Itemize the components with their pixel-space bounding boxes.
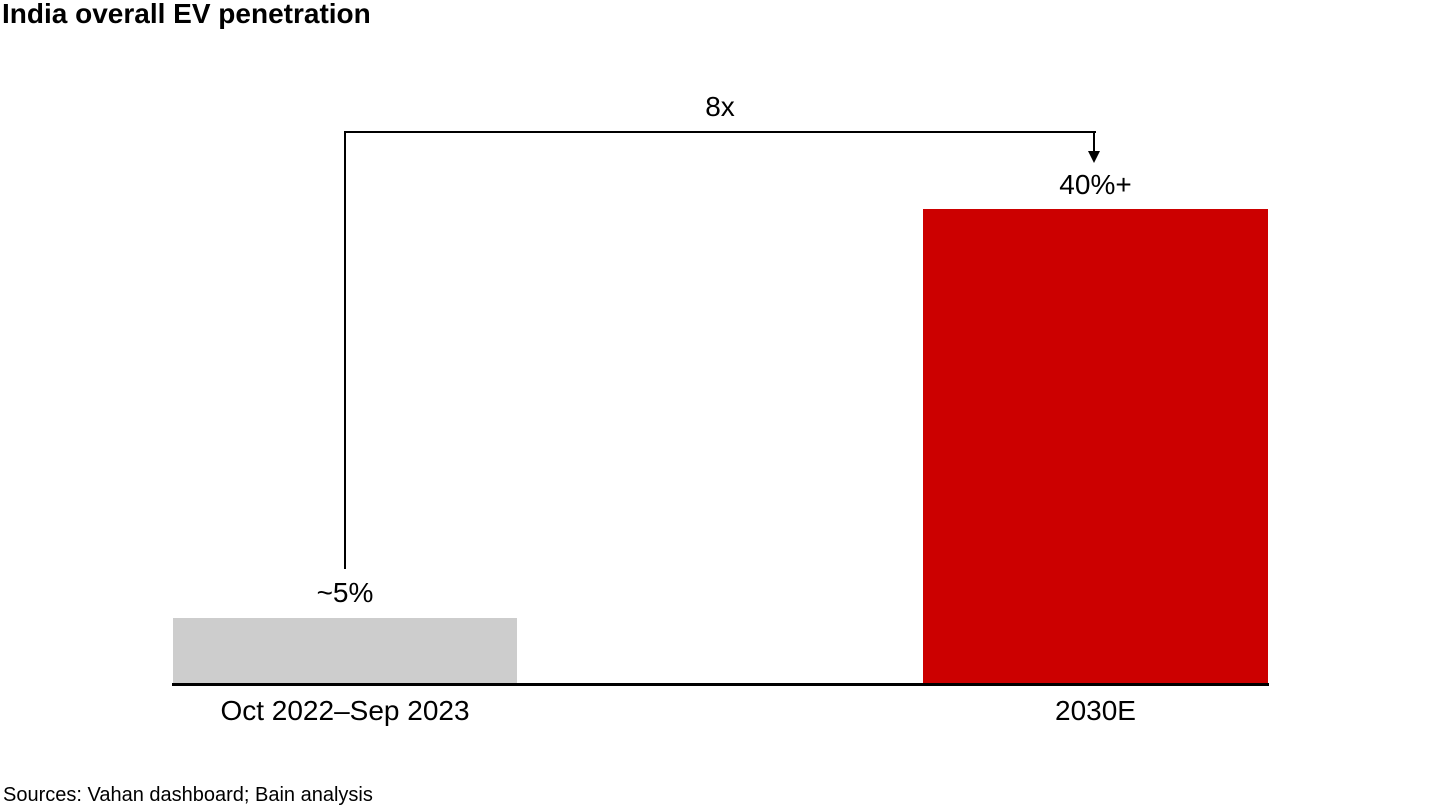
bar-current-period: [173, 618, 517, 684]
growth-multiplier-label: 8x: [705, 91, 735, 122]
bar-value-label-current: ~5%: [316, 577, 374, 608]
source-note: Sources: Vahan dashboard; Bain analysis: [3, 784, 373, 806]
chart-title: India overall EV penetration: [2, 0, 371, 29]
arrow-down-icon: [1088, 151, 1100, 163]
bar-value-label-2030: 40%+: [1059, 169, 1132, 200]
connector-horizontal-line: [344, 131, 1096, 133]
bar-2030-estimate: [923, 209, 1268, 684]
x-axis-line: [172, 683, 1269, 686]
x-axis-label-2030: 2030E: [1055, 695, 1136, 726]
connector-right-vertical-line: [1093, 131, 1095, 152]
x-axis-label-current-period: Oct 2022–Sep 2023: [220, 695, 470, 726]
connector-left-vertical-line: [344, 131, 346, 569]
